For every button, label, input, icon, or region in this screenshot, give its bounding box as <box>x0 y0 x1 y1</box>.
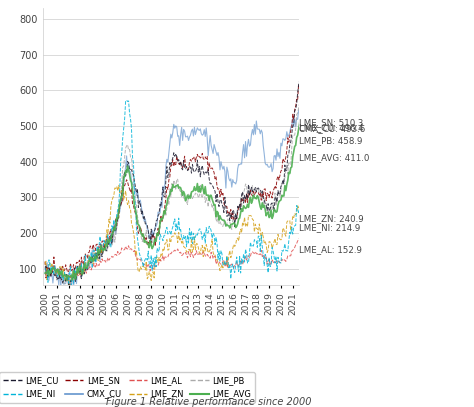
LME_ZN <box>191 234 197 239</box>
LME_CU <box>49 269 55 274</box>
LME_NI <box>42 265 48 270</box>
Legend: LME_CU, LME_NI, LME_SN, CMX_CU, LME_AL, LME_ZN, LME_PB, LME_AVG: LME_CU, LME_NI, LME_SN, CMX_CU, LME_AL, … <box>0 372 255 403</box>
LME_PB <box>68 284 73 289</box>
CMX_CU <box>301 110 306 115</box>
LME_NI <box>155 248 161 253</box>
LME_ZN <box>155 260 161 265</box>
LME_NI <box>124 98 129 103</box>
LME_PB <box>128 155 133 160</box>
LME_AVG <box>205 193 211 197</box>
LME_AL <box>301 234 306 239</box>
LME_ZN <box>67 283 73 288</box>
LME_AVG <box>128 178 133 183</box>
LME_AVG <box>42 271 48 276</box>
Text: LME_AL: 152.9: LME_AL: 152.9 <box>299 245 362 254</box>
LME_NI <box>69 283 74 288</box>
LME_PB <box>301 78 306 83</box>
Line: CMX_CU: CMX_CU <box>45 110 303 287</box>
LME_ZN <box>206 249 212 254</box>
LME_SN <box>191 156 196 161</box>
LME_ZN <box>301 188 306 193</box>
CMX_CU <box>42 270 48 275</box>
LME_ZN <box>141 265 147 270</box>
LME_AL <box>205 254 211 258</box>
LME_AL <box>42 268 48 273</box>
LME_AVG <box>154 231 160 236</box>
LME_ZN <box>49 260 55 265</box>
Line: LME_AVG: LME_AVG <box>45 107 303 280</box>
LME_AVG <box>140 232 146 236</box>
LME_CU <box>301 56 306 61</box>
LME_AL <box>191 255 196 260</box>
Text: LME_PB: 458.9: LME_PB: 458.9 <box>299 136 363 145</box>
Line: LME_ZN: LME_ZN <box>45 185 303 285</box>
CMX_CU <box>205 153 211 158</box>
LME_NI <box>301 199 306 204</box>
LME_AVG <box>191 188 196 193</box>
LME_PB <box>191 194 196 199</box>
LME_CU <box>191 168 196 173</box>
LME_CU <box>128 167 133 172</box>
LME_AL <box>49 269 55 274</box>
LME_CU <box>140 216 146 221</box>
Line: LME_PB: LME_PB <box>45 81 303 287</box>
LME_SN <box>154 233 160 238</box>
CMX_CU <box>296 107 301 112</box>
LME_NI <box>206 224 212 229</box>
LME_CU <box>154 218 160 223</box>
LME_AVG <box>64 278 70 283</box>
LME_AVG <box>301 104 306 109</box>
Text: LME_CU: 496.4: LME_CU: 496.4 <box>299 123 364 132</box>
Text: LME_NI: 214.9: LME_NI: 214.9 <box>299 223 360 232</box>
LME_CU <box>205 167 211 172</box>
Text: CMX_CU: 493.6: CMX_CU: 493.6 <box>299 124 365 133</box>
LME_NI <box>191 237 197 242</box>
Text: LME_ZN: 240.9: LME_ZN: 240.9 <box>299 214 364 223</box>
LME_SN <box>42 259 48 264</box>
Line: LME_SN: LME_SN <box>45 61 303 278</box>
CMX_CU <box>49 271 55 276</box>
CMX_CU <box>128 169 133 174</box>
Text: Figure 1 Relative performance since 2000: Figure 1 Relative performance since 2000 <box>106 397 311 407</box>
Line: LME_CU: LME_CU <box>45 59 303 287</box>
LME_SN <box>43 276 49 280</box>
LME_CU <box>66 284 72 289</box>
LME_SN <box>140 235 146 240</box>
CMX_CU <box>58 284 64 289</box>
CMX_CU <box>140 215 146 220</box>
Text: LME_SN: 510.3: LME_SN: 510.3 <box>299 118 364 127</box>
LME_SN <box>301 59 306 64</box>
LME_PB <box>140 234 146 239</box>
Text: LME_AVG: 411.0: LME_AVG: 411.0 <box>299 153 370 162</box>
LME_AL <box>154 263 160 268</box>
LME_SN <box>50 269 56 274</box>
LME_AVG <box>49 266 55 271</box>
LME_PB <box>42 267 48 271</box>
LME_ZN <box>128 221 134 226</box>
LME_NI <box>128 127 134 132</box>
LME_AL <box>128 246 133 251</box>
Line: LME_NI: LME_NI <box>45 100 303 286</box>
LME_NI <box>141 259 147 264</box>
LME_NI <box>49 264 55 269</box>
LME_PB <box>205 205 211 210</box>
LME_ZN <box>42 262 48 267</box>
CMX_CU <box>154 221 160 226</box>
Line: LME_AL: LME_AL <box>45 236 303 279</box>
CMX_CU <box>191 133 196 138</box>
LME_AL <box>140 262 146 267</box>
LME_CU <box>42 265 48 270</box>
LME_AL <box>68 276 73 281</box>
LME_SN <box>128 190 133 195</box>
LME_ZN <box>116 183 122 188</box>
LME_PB <box>49 263 55 268</box>
LME_PB <box>154 231 160 236</box>
LME_SN <box>205 169 211 174</box>
